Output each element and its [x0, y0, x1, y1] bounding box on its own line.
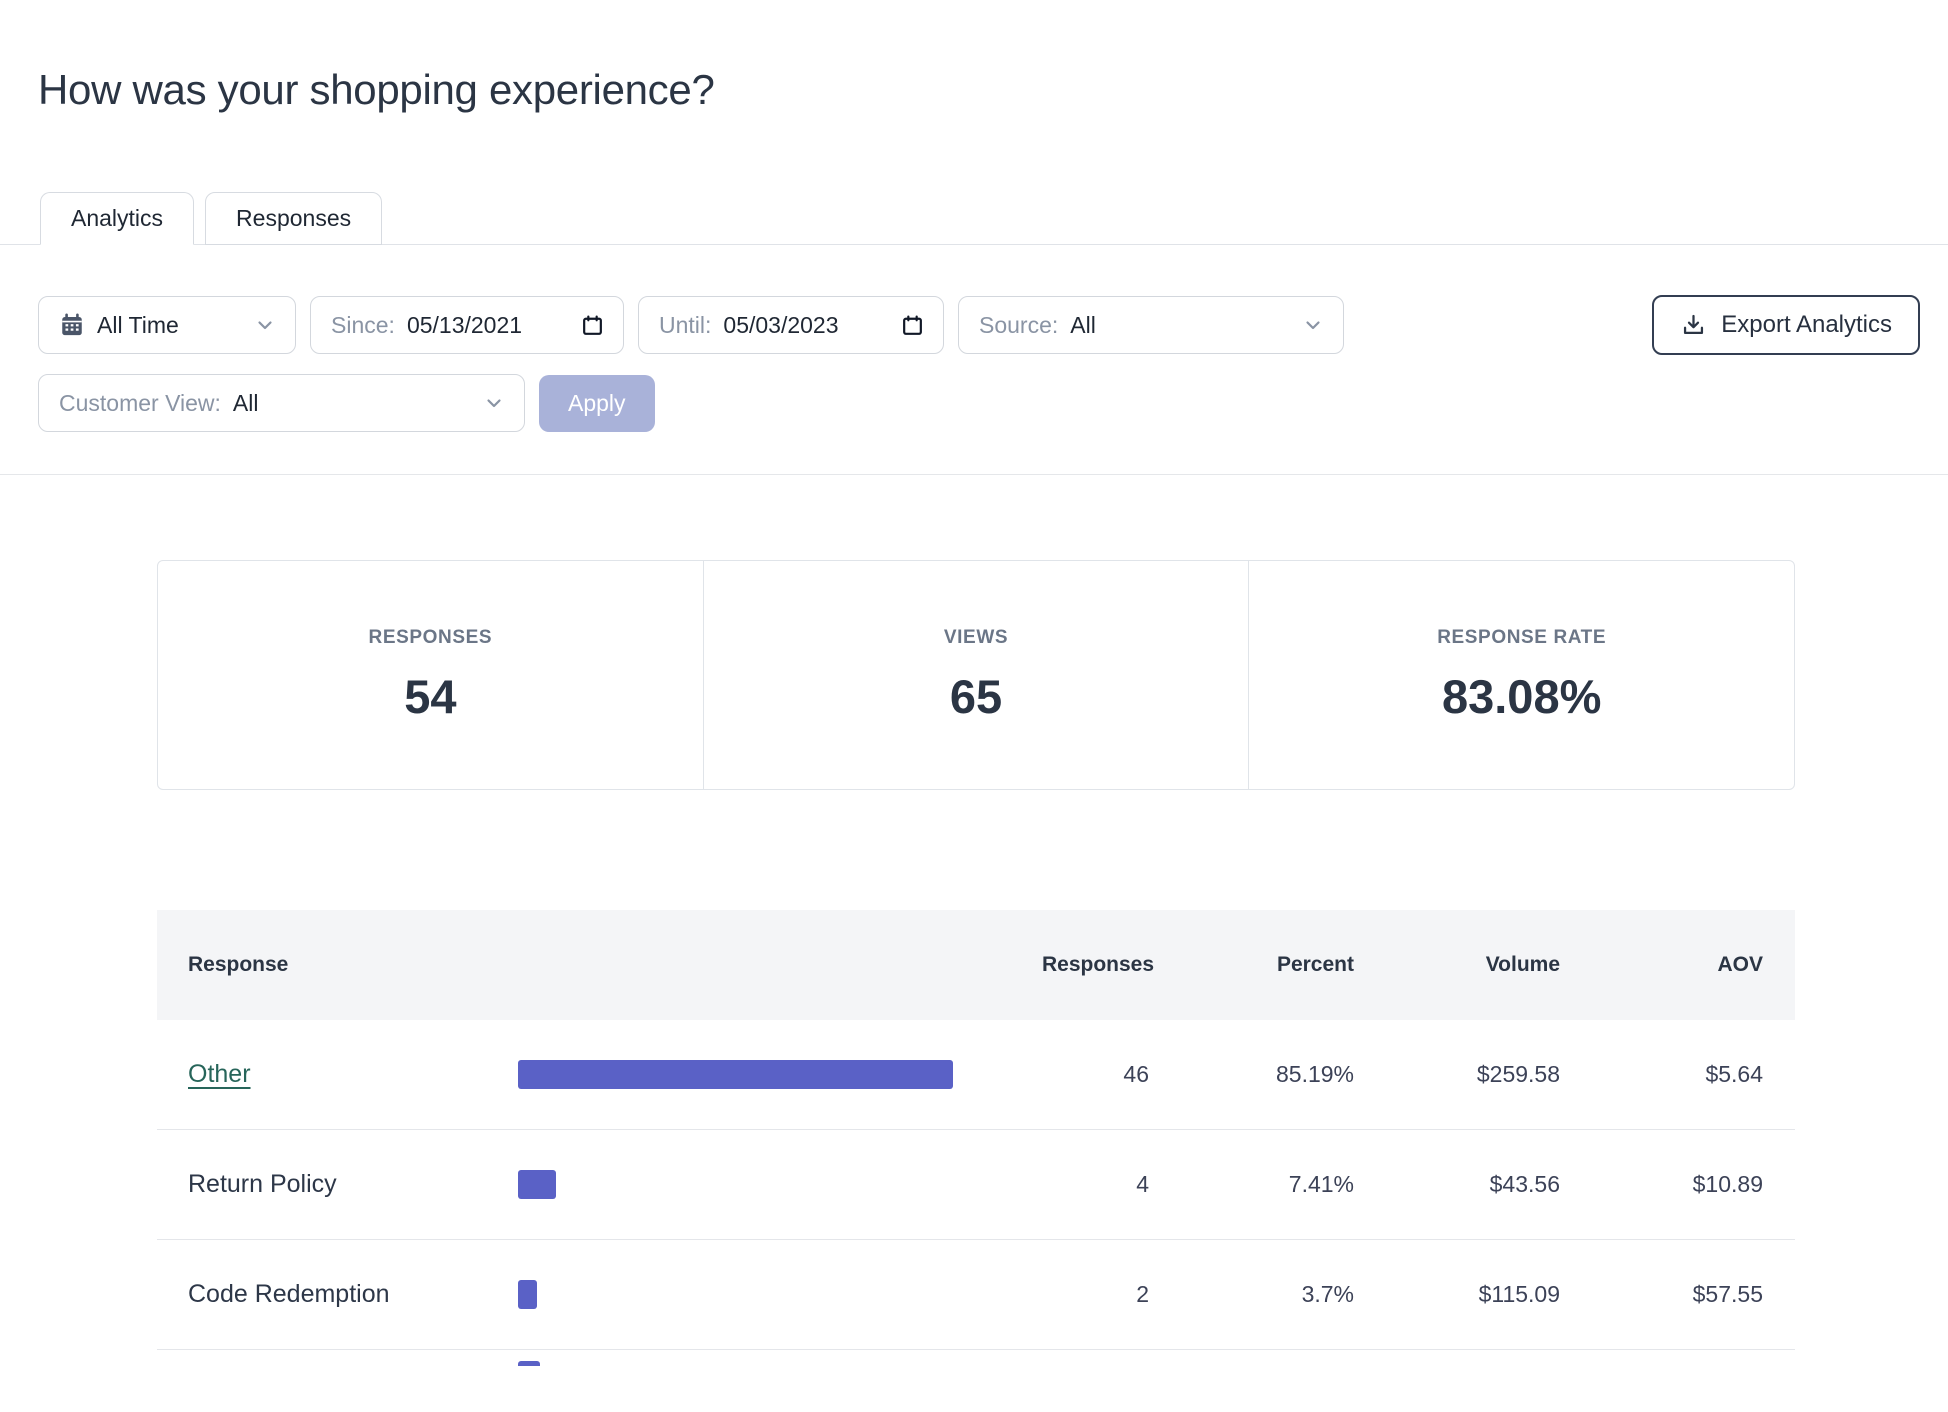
export-analytics-label: Export Analytics — [1721, 311, 1892, 338]
tab-responses[interactable]: Responses — [205, 192, 383, 245]
until-label: Until: — [659, 311, 712, 338]
col-responses: Responses — [1042, 953, 1155, 976]
stat-card-responses: RESPONSES 54 — [157, 560, 704, 790]
until-date-input[interactable]: Until: 05/03/2023 — [638, 296, 944, 354]
since-label: Since: — [331, 311, 395, 338]
since-value: 05/13/2021 — [406, 311, 523, 338]
table-row: Code Redemption 2 3.7% $115.09 $57.55 — [157, 1240, 1795, 1350]
cell-aov: $57.55 — [1692, 1281, 1763, 1307]
table-header: Response Responses Percent Volume AOV — [157, 910, 1795, 1020]
stat-label: RESPONSE RATE — [1437, 626, 1607, 648]
cell-responses: 4 — [1136, 1171, 1149, 1197]
chevron-down-icon — [482, 391, 506, 415]
stat-value: 65 — [949, 669, 1003, 723]
customer-view-value: All — [232, 389, 259, 416]
source-label: Source: — [979, 311, 1059, 338]
col-volume: Volume — [1485, 953, 1560, 976]
calendar-icon[interactable] — [580, 313, 605, 338]
cell-volume: $115.09 — [1478, 1281, 1560, 1307]
until-value: 05/03/2023 — [723, 311, 839, 338]
source-value: All — [1070, 311, 1096, 338]
time-range-select[interactable]: All Time — [38, 296, 296, 354]
col-response: Response — [188, 953, 289, 976]
cell-responses: 2 — [1136, 1281, 1149, 1307]
tab-responses-label: Responses — [236, 205, 352, 231]
export-analytics-button[interactable]: Export Analytics — [1652, 295, 1920, 355]
chevron-down-icon — [1301, 313, 1325, 337]
stat-card-views: VIEWS 65 — [702, 560, 1250, 790]
page-title: How was your shopping experience? — [38, 66, 715, 113]
cell-percent: 7.41% — [1288, 1171, 1354, 1197]
stat-label: RESPONSES — [368, 626, 493, 648]
col-percent: Percent — [1276, 953, 1354, 976]
cell-responses: 46 — [1123, 1061, 1149, 1087]
table-row: Return Policy 4 7.41% $43.56 $10.89 — [157, 1130, 1795, 1240]
customer-view-select[interactable]: Customer View: All — [38, 374, 525, 432]
stat-value: 83.08% — [1441, 669, 1602, 723]
time-range-value: All Time — [97, 311, 179, 338]
response-bar — [518, 1060, 953, 1089]
response-bar — [518, 1170, 556, 1199]
cell-percent: 3.7% — [1301, 1281, 1354, 1307]
since-date-input[interactable]: Since: 05/13/2021 — [310, 296, 624, 354]
download-icon — [1680, 312, 1707, 339]
table-row-partial — [157, 1350, 1795, 1366]
cell-volume: $43.56 — [1489, 1171, 1560, 1197]
cell-volume: $259.58 — [1476, 1061, 1560, 1087]
chevron-down-icon — [253, 313, 277, 337]
tab-bar: Analytics Responses — [0, 191, 1948, 245]
customer-view-label: Customer View: — [59, 389, 221, 416]
table-row: Other 46 85.19% $259.58 $5.64 — [157, 1020, 1795, 1130]
cell-percent: 85.19% — [1275, 1061, 1354, 1087]
response-link-other[interactable]: Other — [188, 1060, 251, 1088]
source-select[interactable]: Source: All — [958, 296, 1344, 354]
calendar-icon — [59, 312, 85, 338]
filter-bar: All Time Since: 05/13/2021 Until: 05/03/… — [0, 245, 1948, 475]
apply-button[interactable]: Apply — [539, 374, 655, 432]
response-label: Return Policy — [188, 1170, 337, 1198]
stat-value: 54 — [404, 669, 457, 723]
stat-label: VIEWS — [943, 626, 1009, 648]
response-table: Response Responses Percent Volume AOV Ot… — [157, 910, 1795, 1366]
response-bar — [518, 1361, 540, 1366]
col-aov: AOV — [1717, 953, 1763, 976]
cell-aov: $5.64 — [1705, 1061, 1763, 1087]
cell-aov: $10.89 — [1692, 1171, 1763, 1197]
stat-card-response-rate: RESPONSE RATE 83.08% — [1248, 560, 1796, 790]
stat-cards: RESPONSES 54 VIEWS 65 RESPONSE RATE 83.0… — [157, 560, 1796, 790]
calendar-icon[interactable] — [900, 313, 925, 338]
response-bar — [518, 1280, 537, 1309]
tab-analytics-label: Analytics — [71, 205, 164, 231]
tab-analytics[interactable]: Analytics — [40, 192, 195, 245]
response-label: Code Redemption — [188, 1280, 390, 1308]
